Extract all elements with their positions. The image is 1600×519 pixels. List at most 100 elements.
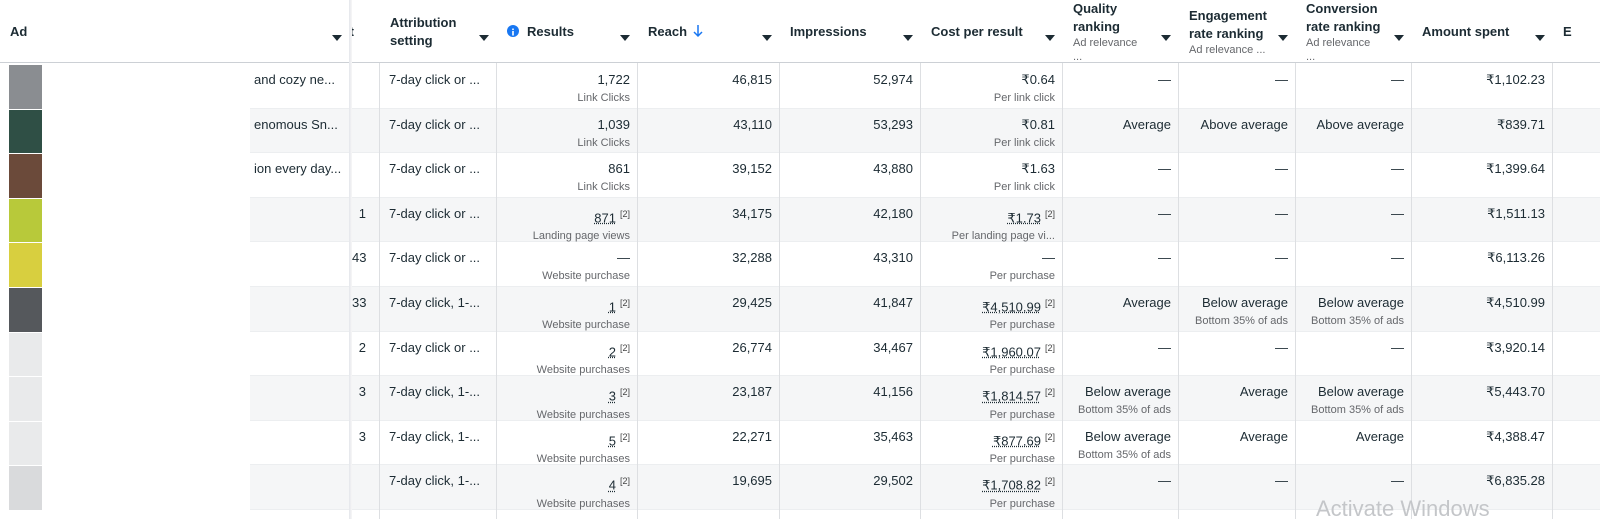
cell-value-line: — [1296,340,1404,356]
header-cell[interactable]: Conversion rate ranking Ad relevance ... [1296,0,1412,63]
cell-value-line: ₹1,814.57 [2] [921,384,1055,404]
cell-value: ₹1.73 [1007,210,1041,226]
header-label[interactable]: Engagement rate ranking [1189,7,1268,41]
header-cell[interactable]: Amount spent [1412,0,1553,63]
cell-subtext: Per purchase [989,408,1055,421]
cell-subtext: Per landing page vi... [951,230,1055,243]
header-label[interactable]: Ad [10,23,28,39]
cell-value: Below average [1318,384,1404,400]
table-cell: 26,774 [638,340,772,356]
table-cell: ₹1,708.82 [2] Per purchase [921,473,1055,510]
cell-text: 3 [358,428,366,444]
cell-subtext: Per purchase [989,453,1055,466]
header-label-box: Results [527,0,628,63]
header-cell[interactable]: t [350,0,380,63]
table-cell: — [1296,473,1404,489]
table-cell: 3 [2] Website purchases [497,384,630,421]
cell-value-line: ₹1.73 [2] [921,206,1055,226]
dropdown-caret[interactable] [903,28,913,46]
table-cell: 33 [352,295,366,311]
dropdown-caret[interactable] [620,28,630,46]
header-label-box: Conversion rate ranking Ad relevance ... [1306,0,1382,63]
header-cell[interactable]: Ad [0,0,352,63]
table-cell: Below average Bottom 35% of ads [1296,384,1404,417]
table-cell: Below average Bottom 35% of ads [1063,384,1171,417]
cell-value-line: ₹877.69 [2] [921,429,1055,449]
row-bg [0,197,1600,243]
header-label[interactable]: Amount spent [1422,23,1510,39]
cell-value-line: 1 [2] [497,295,630,315]
header-label[interactable]: Cost per result [931,23,1023,39]
table-cell: ₹877.69 [2] Per purchase [921,429,1055,466]
cell-value-line: — [1063,161,1171,177]
table-cell: Average [1179,384,1288,400]
cell-text: 7-day click or ... [389,161,481,177]
table-cell: 34,175 [638,206,772,222]
cell-subtext: Per link click [993,136,1055,149]
header-label[interactable]: Impressions [790,23,867,39]
header-label[interactable]: Reach [648,23,688,39]
cell-text: 7-day click or ... [389,339,481,355]
column-border [1411,0,1412,519]
row-bg [0,376,1600,421]
dropdown-caret[interactable] [479,28,489,46]
table-cell: Average [1296,429,1404,445]
header-cell[interactable]: Impressions [780,0,921,63]
table-cell: 7-day click or ... [389,206,480,222]
cell-subtext: Per link click [993,92,1055,104]
header-cell[interactable]: E [1553,0,1600,63]
table-cell: — [1063,161,1171,177]
cell-text: 7-day click, 1-... [389,384,481,400]
footnote: [2] [619,431,630,442]
dropdown-caret[interactable] [332,28,342,46]
dropdown-caret[interactable] [1278,28,1288,46]
cell-value-line: — [1179,340,1288,356]
dropdown-caret[interactable] [1394,28,1404,46]
cell-value-line: Above average [1296,117,1404,133]
header-cell[interactable]: Results [497,0,638,63]
header-cell[interactable]: Engagement rate ranking Ad relevance ... [1179,0,1296,63]
header-cell[interactable]: Cost per result [921,0,1063,63]
cell-value: — [1391,161,1404,177]
cell-value: Below average [1085,428,1171,444]
dropdown-caret[interactable] [1045,28,1055,46]
header-label[interactable]: E [1563,23,1572,39]
dropdown-caret[interactable] [1161,28,1171,46]
footnote: [2] [1044,298,1055,308]
table-cell: — [1296,161,1404,177]
cell-value: — [1275,250,1288,266]
cell-text: ₹1,102.23 [1486,72,1545,87]
header-cell[interactable]: Quality ranking Ad relevance ... [1063,0,1179,63]
row-bg [0,64,1600,109]
footnote: [2] [619,208,630,219]
header-label[interactable]: Conversion rate ranking [1306,0,1381,34]
header-label[interactable]: Attribution setting [390,14,457,48]
cell-text: 1 [358,205,366,221]
table-cell: Below average Bottom 35% of ads [1063,429,1171,462]
cell-value: ₹4,510.99 [982,299,1041,315]
dropdown-caret[interactable] [1535,28,1545,46]
header-sub: Ad relevance ... [1306,36,1371,63]
cell-value-line: — [921,250,1055,266]
cell-text: 52,974 [873,72,913,87]
cell-value: 871 [594,210,616,226]
cell-value: — [1275,161,1288,177]
cell-value: — [1275,205,1288,221]
header-cell[interactable]: Reach [638,0,780,63]
table-cell: 7-day click, 1-... [389,295,480,311]
cell-value: ₹877.69 [992,433,1041,449]
cell-text: 32,288 [732,250,772,266]
cell-value: 4 [608,477,616,493]
table-cell: 19,695 [638,473,772,489]
header-label[interactable]: Results [527,23,574,39]
cell-value: 3 [608,388,616,404]
header-bg [0,0,1600,63]
header-label[interactable]: Quality ranking [1073,0,1120,34]
header-cell[interactable]: Attribution setting [380,0,497,63]
dropdown-caret[interactable] [762,28,772,46]
cell-value-line: ₹1,708.82 [2] [921,473,1055,493]
table-cell: ₹1,102.23 [1412,72,1545,88]
cell-text: 53,293 [873,116,913,132]
row-bg [0,465,1600,510]
cell-value-line: — [1179,72,1288,88]
